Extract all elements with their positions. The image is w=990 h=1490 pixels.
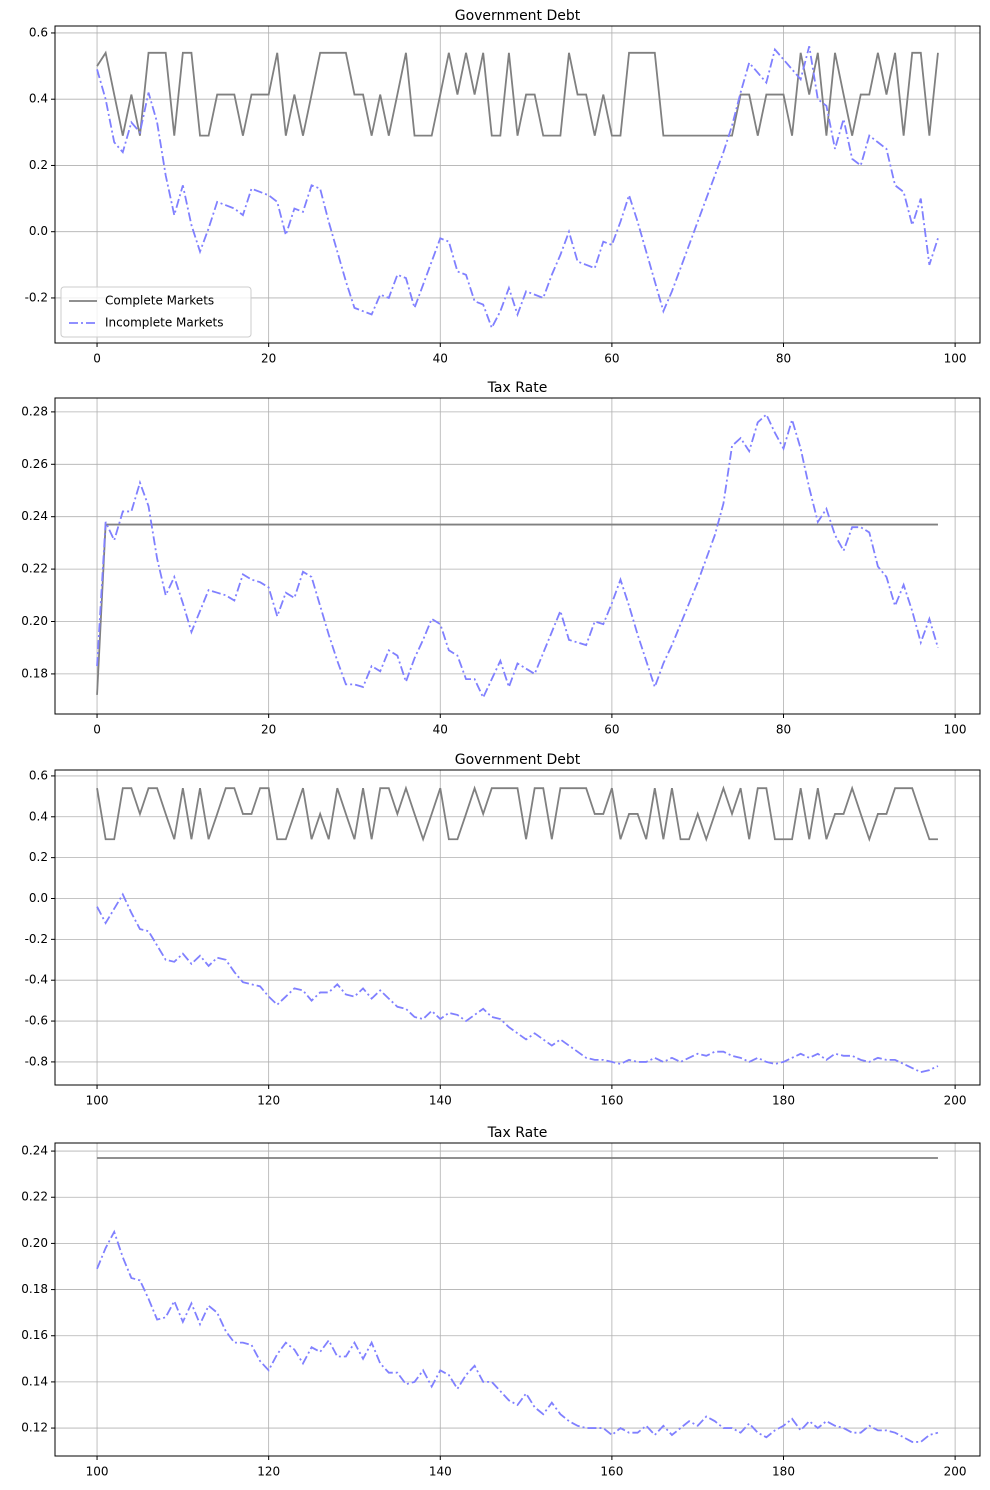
x-tick-label: 200 [944, 1465, 967, 1479]
clip-frame [55, 770, 980, 1085]
x-tick-label: 140 [429, 1094, 452, 1108]
y-tick-label: 0.20 [21, 614, 48, 628]
y-tick-label: 0.18 [21, 666, 48, 680]
y-tick-label: 0.22 [21, 1190, 48, 1204]
y-tick-label: 0.4 [29, 809, 48, 823]
x-tick-label: 200 [944, 1094, 967, 1108]
series-line [96, 1229, 939, 1443]
y-tick-label: 0.18 [21, 1282, 48, 1296]
chart-title: Tax Rate [487, 1125, 548, 1141]
y-tick-label: 0.6 [29, 768, 48, 782]
y-tick-label: 0.4 [29, 92, 48, 106]
axes-frame [54, 1142, 981, 1457]
x-tick-label: 120 [257, 1465, 280, 1479]
x-tick-label: 100 [944, 352, 967, 366]
legend-label: Incomplete Markets [105, 316, 224, 330]
y-tick-label: -0.2 [25, 290, 48, 304]
legend-label: Complete Markets [105, 294, 214, 308]
x-tick-label: 120 [257, 1094, 280, 1108]
x-tick-label: 0 [93, 723, 101, 737]
y-tick-label: 0.28 [21, 404, 48, 418]
x-tick-label: 20 [261, 723, 276, 737]
x-tick-label: 80 [776, 352, 791, 366]
series-line [96, 45, 939, 330]
y-tick-label: 0.2 [29, 158, 48, 172]
chart-title: Tax Rate [487, 380, 548, 396]
x-tick-label: 60 [604, 723, 619, 737]
series-line [96, 50, 939, 137]
y-tick-label: -0.8 [25, 1054, 48, 1068]
x-tick-label: 20 [261, 352, 276, 366]
clip-frame [55, 398, 980, 714]
x-tick-label: 140 [429, 1465, 452, 1479]
x-tick-label: 80 [776, 723, 791, 737]
y-tick-label: 0.0 [29, 224, 48, 238]
series-line [96, 892, 939, 1074]
axes-frame [54, 397, 981, 715]
x-tick-label: 60 [604, 352, 619, 366]
x-tick-label: 100 [944, 723, 967, 737]
y-tick-label: 0.0 [29, 891, 48, 905]
x-tick-label: 100 [86, 1094, 109, 1108]
y-tick-label: 0.16 [21, 1328, 48, 1342]
series-line [96, 785, 938, 843]
x-tick-label: 160 [600, 1465, 623, 1479]
x-tick-label: 160 [600, 1094, 623, 1108]
series-line [96, 523, 938, 695]
y-tick-label: 0.6 [29, 25, 48, 39]
y-tick-label: 0.12 [21, 1421, 48, 1435]
y-tick-label: 0.14 [21, 1374, 48, 1388]
series-line [96, 413, 939, 700]
y-tick-label: -0.2 [25, 932, 48, 946]
x-tick-label: 180 [772, 1465, 795, 1479]
y-tick-label: -0.6 [25, 1014, 48, 1028]
y-tick-label: 0.2 [29, 850, 48, 864]
x-tick-label: 40 [433, 352, 448, 366]
y-tick-label: 0.20 [21, 1236, 48, 1250]
clip-frame [55, 1143, 980, 1456]
x-tick-label: 40 [433, 723, 448, 737]
chart-title: Government Debt [455, 8, 581, 24]
x-tick-label: 0 [93, 352, 101, 366]
chart-title: Government Debt [455, 752, 581, 768]
axes-frame [54, 25, 981, 344]
y-tick-label: 0.26 [21, 457, 48, 471]
legend-box [60, 286, 252, 338]
y-tick-label: -0.4 [25, 973, 48, 987]
x-tick-label: 100 [86, 1465, 109, 1479]
axes-frame [54, 769, 981, 1086]
y-tick-label: 0.24 [21, 509, 48, 523]
x-tick-label: 180 [772, 1094, 795, 1108]
y-tick-label: 0.24 [21, 1144, 48, 1158]
y-tick-label: 0.22 [21, 562, 48, 576]
